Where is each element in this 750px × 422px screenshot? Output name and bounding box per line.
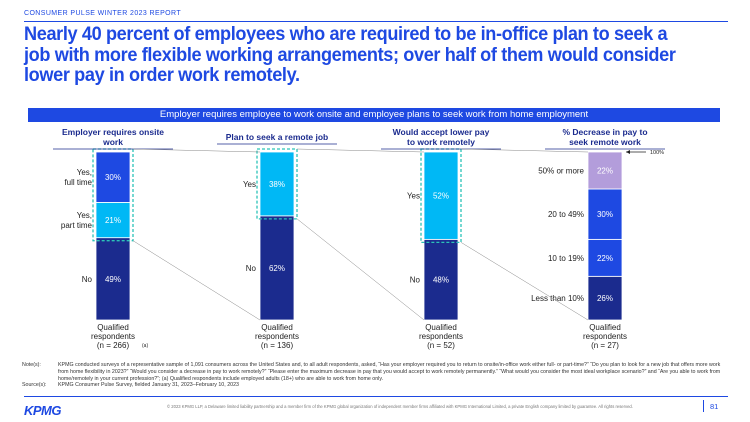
connector-line bbox=[296, 218, 425, 321]
bar-segment-yes-full-time bbox=[95, 151, 131, 203]
report-label: CONSUMER PULSE WINTER 2023 REPORT bbox=[24, 10, 181, 17]
category-label: 20 to 49% bbox=[548, 210, 584, 219]
respondents-footnote: Qualified respondents (n = 52) bbox=[419, 323, 463, 350]
bar-segment-no bbox=[259, 215, 295, 321]
connector-line bbox=[460, 148, 589, 153]
category-label: 50% or more bbox=[538, 166, 584, 175]
connector-line bbox=[132, 148, 261, 153]
header-divider bbox=[24, 21, 728, 22]
chart-title: Plan to seek a remote job bbox=[226, 132, 329, 142]
arrow-head bbox=[626, 150, 630, 154]
category-label: 10 to 19% bbox=[548, 254, 584, 263]
data-label: 30% bbox=[105, 173, 121, 182]
bar-segment-50-or-more bbox=[587, 151, 623, 190]
sources-label: Source(s): bbox=[22, 382, 47, 389]
category-label: Yes bbox=[243, 180, 256, 189]
data-label: 21% bbox=[105, 216, 121, 225]
page-title: Nearly 40 percent of employees who are r… bbox=[24, 23, 676, 86]
copyright-text: © 2023 KPMG LLP, a Delaware limited liab… bbox=[167, 404, 633, 409]
category-label: Yes, part time bbox=[61, 211, 93, 230]
data-label: 22% bbox=[597, 254, 613, 263]
category-label: Less than 10% bbox=[531, 294, 584, 303]
chart-title: Employer requires onsite work bbox=[62, 127, 164, 147]
notes-text: KPMG conducted surveys of a representati… bbox=[58, 362, 721, 382]
bar-segment-less-than-10 bbox=[587, 275, 623, 321]
respondents-footnote: Qualified respondents (n = 136) bbox=[255, 323, 299, 350]
data-label: 62% bbox=[269, 264, 285, 273]
data-label: 22% bbox=[597, 166, 613, 175]
chart-banner: Employer requires employee to work onsit… bbox=[28, 108, 720, 122]
bar-segment-yes bbox=[259, 151, 295, 217]
respondents-footnote: Qualified respondents (n = 27) bbox=[583, 323, 627, 350]
category-label: No bbox=[82, 275, 93, 284]
sources-text: KPMG Consumer Pulse Survey, fielded Janu… bbox=[58, 382, 239, 389]
footnote-superscript: (a) bbox=[142, 343, 148, 349]
category-label: No bbox=[410, 276, 421, 285]
notes-block: Note(s): KPMG conducted surveys of a repr… bbox=[22, 362, 730, 389]
footer-divider bbox=[24, 396, 728, 397]
page-number: 81 bbox=[710, 402, 719, 411]
data-label: 48% bbox=[433, 276, 449, 285]
category-label: Yes, full time bbox=[64, 168, 92, 187]
respondents-footnote: Qualified respondents (n = 266) bbox=[91, 323, 135, 350]
data-label: 52% bbox=[433, 192, 449, 201]
connector-line bbox=[132, 240, 261, 321]
chart-title: % Decrease in pay to seek remote work bbox=[562, 127, 647, 147]
category-label: No bbox=[246, 264, 257, 273]
bar-segment-10-to-19 bbox=[587, 238, 623, 277]
highlight-outline bbox=[256, 148, 298, 220]
total-label: 100% bbox=[650, 150, 664, 156]
bar-segment-no bbox=[423, 238, 459, 321]
page-separator bbox=[703, 400, 704, 412]
chart-title: Would accept lower pay to work remotely bbox=[393, 127, 490, 147]
data-label: 26% bbox=[597, 294, 613, 303]
connector-line bbox=[460, 242, 589, 321]
data-label: 49% bbox=[105, 275, 121, 284]
bar-segment-yes-part-time bbox=[95, 201, 131, 239]
data-label: 30% bbox=[597, 210, 613, 219]
bar-segment-no bbox=[95, 237, 131, 321]
bar-segment-yes bbox=[423, 151, 459, 240]
connector-line bbox=[296, 148, 425, 153]
data-label: 38% bbox=[269, 180, 285, 189]
notes-label: Note(s): bbox=[22, 362, 41, 368]
category-label: Yes bbox=[407, 192, 420, 201]
kpmg-logo: KPMG bbox=[24, 403, 62, 418]
